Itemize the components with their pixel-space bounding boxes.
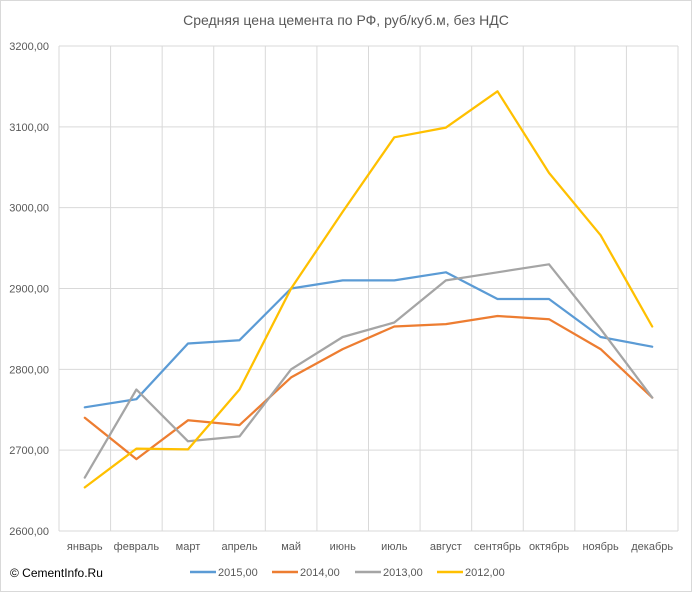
x-tick-label: сентябрь [474,541,521,553]
y-tick-label: 2600,00 [9,526,49,538]
x-tick-label: март [176,541,201,553]
x-tick-label: январь [67,541,103,553]
legend-label: 2015,00 [218,567,258,579]
x-tick-label: май [281,541,301,553]
y-tick-label: 3000,00 [9,203,49,215]
series-line [83,90,654,489]
legend-label: 2012,00 [465,567,505,579]
x-tick-label: август [430,541,462,553]
x-tick-label: декабрь [631,541,673,553]
x-tick-label: апрель [221,541,257,553]
x-axis-ticks: январь февраль март апрель май июнь июль август… [67,541,673,553]
series-line [83,263,654,479]
y-tick-label: 3100,00 [9,122,49,134]
y-tick-label: 2700,00 [9,445,49,457]
y-axis-ticks: 2600,00 2700,00 2800,00 2900,00 3000,00 3100,… [9,41,49,538]
series-line [83,314,654,461]
x-tick-label: ноябрь [582,541,619,553]
x-tick-label: октябрь [529,541,569,553]
copyright-text: © CementInfo.Ru [10,566,103,580]
series-lines [83,90,654,489]
x-tick-label: июль [381,541,408,553]
x-tick-label: февраль [114,541,160,553]
series-line [83,271,654,409]
y-tick-label: 3200,00 [9,41,49,53]
y-tick-label: 2900,00 [9,284,49,296]
gridlines [58,45,679,532]
legend: 2015,00 2014,00 2013,00 2012,00 [190,567,505,579]
y-tick-label: 2800,00 [9,364,49,376]
legend-label: 2013,00 [383,567,423,579]
legend-label: 2014,00 [300,567,340,579]
chart-title: Средняя цена цемента по РФ, руб/куб.м, б… [183,12,509,28]
x-tick-label: июнь [330,541,356,553]
